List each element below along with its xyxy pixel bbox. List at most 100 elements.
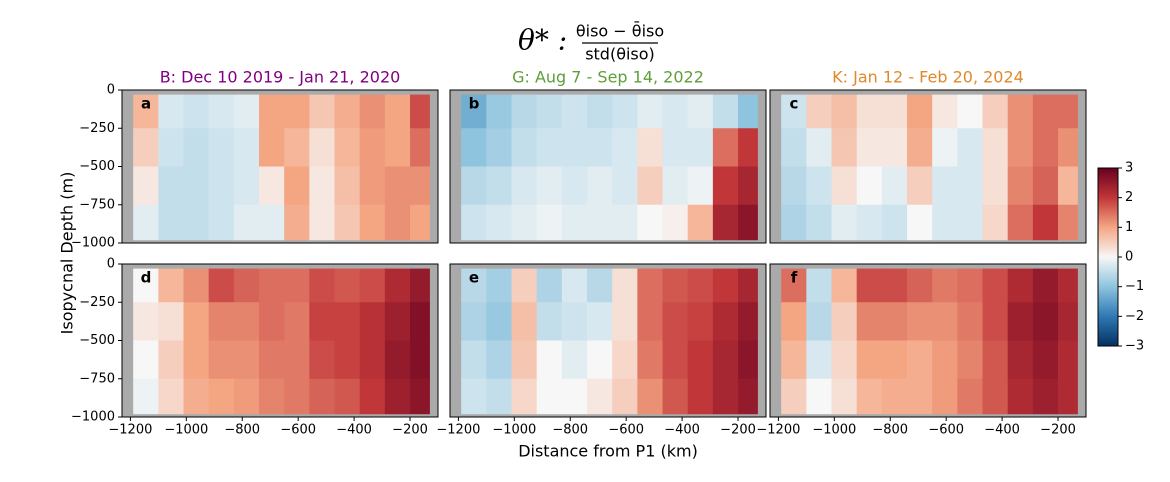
heatmap-cell [259,378,285,415]
heatmap-cell [208,378,235,415]
heatmap-cell [561,340,588,380]
heatmap-cell [612,378,638,415]
heatmap-cell [536,340,563,380]
heatmap-cell [738,340,758,380]
heatmap-cell [133,378,159,415]
heatmap-cell [637,268,663,303]
heatmap-cell [133,128,159,167]
heatmap-cell [536,128,563,167]
heatmap-cell [208,204,235,241]
heatmap-cell [587,378,613,415]
heatmap-cell [907,204,933,241]
heatmap-cell [781,378,807,415]
heatmap-cell [486,378,512,415]
heatmap-cell [781,302,807,341]
heatmap-cell [587,166,613,206]
title-numerator: θiso − θ̄iso [576,22,664,41]
y-tick-label: −500 [79,159,115,174]
x-tick-label: −1200 [108,423,152,438]
heatmap-cell [712,268,739,303]
x-tick-label: −600 [608,423,644,438]
heatmap-cell [259,166,285,206]
heatmap-cell [587,94,613,129]
heatmap-cell [806,94,832,129]
heatmap-cell [738,302,758,341]
heatmap-cell [1007,378,1034,415]
heatmap-cell [932,204,958,241]
heatmap-cell [587,204,613,241]
colorbar-tick-label: −2 [1125,309,1144,324]
heatmap-cell [957,302,983,341]
heatmap-cell [781,204,807,241]
heatmap-cell [932,340,958,380]
heatmap-cell [687,166,714,206]
y-tick-label: −500 [79,333,115,348]
heatmap-cell [712,378,739,415]
heatmap-cell [637,302,663,341]
x-tick-label: −800 [224,423,260,438]
heatmap-cell [133,268,159,303]
heatmap-cell [183,268,209,303]
heatmap-cell [687,302,714,341]
heatmap-cell [410,94,430,129]
heatmap-cell [856,166,883,206]
y-tick-label: −1000 [71,236,115,251]
heatmap-cell [907,128,933,167]
heatmap-cell [334,268,360,303]
heatmap-cell [881,166,908,206]
heatmap-cell [511,302,537,341]
heatmap-cell [1032,166,1059,206]
heatmap-cell [612,128,638,167]
heatmap-cell [806,128,832,167]
heatmap-cell [486,268,512,303]
heatmap-cell [982,128,1008,167]
heatmap-cell [957,166,983,206]
colorbar-tick-label: −3 [1125,339,1144,354]
heatmap-cell [208,268,235,303]
heatmap-cell [637,166,663,206]
heatmap-cell [712,128,739,167]
heatmap-cell [384,166,411,206]
x-tick-label: −200 [720,423,756,438]
heatmap-cell [309,128,335,167]
heatmap-cell [982,166,1008,206]
heatmap-cell [932,128,958,167]
heatmap-cell [907,166,933,206]
title-lhs: θ* : [518,24,567,57]
heatmap-cell [334,378,360,415]
heatmap-cell [536,94,563,129]
heatmap-cell [183,302,209,341]
heatmap-cell [957,204,983,241]
heatmap-cell [461,378,487,415]
heatmap-cell [982,378,1008,415]
x-tick-label: −600 [280,423,316,438]
heatmap-cell [309,94,335,129]
panel-frame [449,89,767,244]
heatmap-cell [183,128,209,167]
panel-title: B: Dec 10 2019 - Jan 21, 2020 [160,68,401,87]
heatmap-cell [1058,378,1078,415]
heatmap-cell [158,166,184,206]
heatmap-cell [662,94,688,129]
heatmap-cell [359,128,386,167]
heatmap-cell [359,268,386,303]
heatmap-cell [907,94,933,129]
heatmap-cell [284,268,310,303]
heatmap-cell [208,340,235,380]
heatmap-cell [536,166,563,206]
heatmap-cell [486,94,512,129]
heatmap-cell [384,128,411,167]
heatmap-cell [284,166,310,206]
heatmap-cell [359,302,386,341]
heatmap-cell [259,302,285,341]
heatmap-cell [687,340,714,380]
heatmap-cell [410,302,430,341]
heatmap-cell [687,204,714,241]
heatmap-cell [831,302,857,341]
heatmap-cell [881,340,908,380]
heatmap-cell [359,340,386,380]
heatmap-cell [932,268,958,303]
heatmap-cell [233,128,260,167]
panel-frame [769,263,1087,418]
heatmap-cell [1007,340,1034,380]
